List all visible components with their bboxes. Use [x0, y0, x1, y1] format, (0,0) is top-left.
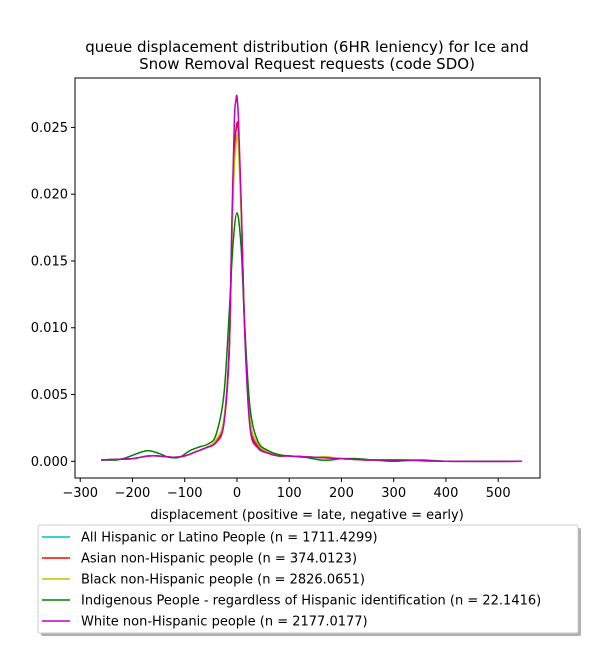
- x-tick-label: 200: [329, 486, 354, 501]
- x-axis-label: displacement (positive = late, negative …: [150, 508, 464, 523]
- legend-label-1: Asian non-Hispanic people (n = 374.0123): [81, 552, 357, 567]
- x-tick-label: 500: [486, 486, 511, 501]
- legend-label-0: All Hispanic or Latino People (n = 1711.…: [81, 531, 378, 546]
- series-line-4: [101, 94, 522, 463]
- legend: All Hispanic or Latino People (n = 1711.…: [37, 524, 581, 636]
- x-tick-label: −100: [167, 486, 203, 501]
- x-tick-label: 400: [434, 486, 459, 501]
- legend-label-3: Indigenous People - regardless of Hispan…: [81, 594, 541, 609]
- y-tick-label: 0.010: [31, 321, 68, 336]
- legend-box: [37, 524, 579, 634]
- x-axis: −300 −200 −100 0 100 200 300 400 500: [62, 478, 511, 501]
- plot-lines: [101, 94, 522, 463]
- y-axis: 0.000 0.005 0.010 0.015 0.020 0.025: [31, 121, 75, 470]
- legend-label-2: Black non-Hispanic people (n = 2826.0651…: [81, 573, 365, 588]
- x-tick-label: 0: [233, 486, 241, 501]
- y-tick-label: 0.015: [31, 254, 68, 269]
- x-tick-label: 100: [277, 486, 302, 501]
- plot-frame: [74, 77, 541, 479]
- legend-label-4: White non-Hispanic people (n = 2177.0177…: [81, 615, 368, 630]
- chart-title-line-1: queue displacement distribution (6HR len…: [85, 38, 529, 56]
- y-tick-label: 0.020: [31, 188, 68, 203]
- y-tick-label: 0.000: [31, 455, 68, 470]
- y-tick-label: 0.025: [31, 121, 68, 136]
- y-tick-label: 0.005: [31, 388, 68, 403]
- x-tick-label: 300: [381, 486, 406, 501]
- chart-title-line-2: Snow Removal Request requests (code SDO): [139, 55, 475, 73]
- x-tick-label: −300: [62, 486, 98, 501]
- x-tick-label: −200: [115, 486, 151, 501]
- legend-items: All Hispanic or Latino People (n = 1711.…: [42, 531, 541, 630]
